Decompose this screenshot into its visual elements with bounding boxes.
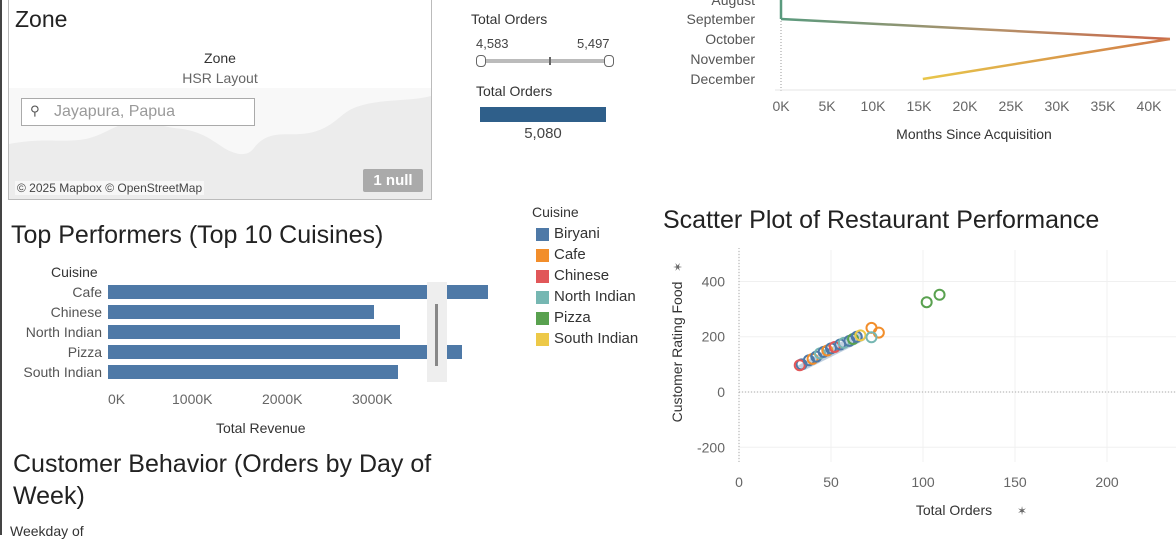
- scatter-point-south-indian[interactable]: [854, 329, 867, 342]
- months-row-label: December: [690, 71, 755, 87]
- bar-north-indian[interactable]: [108, 325, 400, 339]
- orders-measure-bar[interactable]: [480, 107, 606, 122]
- months-row-label: October: [705, 31, 755, 47]
- customer-behavior-title-line2: Week): [13, 482, 85, 510]
- months-row-label: August: [711, 0, 755, 8]
- orders-filter-max: 5,497: [577, 36, 610, 51]
- bar-category-label: Cafe: [72, 284, 102, 300]
- map-search-input[interactable]: [52, 101, 252, 123]
- legend-label: North Indian: [554, 288, 636, 305]
- months-x-tick-label: 35K: [1091, 98, 1117, 114]
- bar-x-tick-label: 1000K: [172, 391, 213, 407]
- scatter-x-axis-label: Total Orders: [916, 502, 992, 518]
- weekday-dimension-label: Weekday of: [10, 523, 84, 539]
- zone-map-panel: Zone Zone HSR Layout ⚲ © 2025 Mapbox © O…: [8, 0, 432, 200]
- legend-swatch: [536, 291, 549, 304]
- months-x-tick-label: 0K: [772, 98, 790, 114]
- orders-filter-min: 4,583: [476, 36, 509, 51]
- scatter-x-tick-label: 50: [823, 474, 839, 490]
- legend-swatch: [536, 333, 549, 346]
- legend-swatch: [536, 312, 549, 325]
- scatter-point-pizza[interactable]: [920, 296, 933, 309]
- months-x-tick-label: 40K: [1137, 98, 1163, 114]
- scatter-x-tick-label: 100: [911, 474, 935, 490]
- orders-slider-min-handle[interactable]: [476, 55, 486, 67]
- legend-label: Chinese: [554, 267, 610, 284]
- scatter-x-tick-label: 0: [735, 474, 743, 490]
- scatter-y-tick-label: 400: [702, 273, 726, 289]
- zone-tooltip-value: HSR Layout: [182, 70, 258, 86]
- bar-x-axis-label: Total Revenue: [216, 420, 306, 436]
- legend-label: South Indian: [554, 330, 639, 347]
- orders-slider-marker: [549, 57, 551, 65]
- scatter-point-pizza[interactable]: [933, 288, 946, 301]
- legend-label: Biryani: [554, 225, 600, 242]
- months-x-axis-label: Months Since Acquisition: [896, 126, 1052, 142]
- legend-label: Cafe: [554, 246, 586, 263]
- orders-filter-title: Total Orders: [471, 11, 548, 27]
- scatter-y-tick-label: -200: [697, 439, 725, 455]
- bar-x-tick-label: 3000K: [352, 391, 393, 407]
- pin-icon[interactable]: ✶: [671, 262, 685, 272]
- orders-measure-value: 5,080: [524, 125, 562, 142]
- months-line-segment[interactable]: [922, 37, 1171, 81]
- scatter-y-axis-label: Customer Rating Food: [669, 282, 685, 423]
- legend-swatch: [536, 270, 549, 283]
- bar-chinese[interactable]: [108, 305, 375, 319]
- bar-pizza[interactable]: [108, 345, 463, 359]
- bar-south-indian[interactable]: [108, 365, 399, 379]
- months-x-tick-label: 30K: [1045, 98, 1071, 114]
- map-search-box[interactable]: ⚲: [21, 98, 255, 126]
- bar-category-label: North Indian: [25, 324, 102, 340]
- orders-range-slider-track[interactable]: [480, 59, 610, 63]
- search-icon[interactable]: ⚲: [30, 103, 40, 118]
- bar-cafe[interactable]: [108, 285, 488, 299]
- months-x-tick-label: 25K: [999, 98, 1025, 114]
- bar-category-label: Chinese: [50, 304, 102, 320]
- top-performers-title: Top Performers (Top 10 Cuisines): [11, 221, 384, 249]
- scatter-y-tick-label: 0: [717, 384, 725, 400]
- legend-title: Cuisine: [532, 204, 579, 220]
- months-line-segment[interactable]: [780, 17, 1170, 41]
- scatter-x-tick-label: 200: [1095, 474, 1119, 490]
- bar-dimension-label: Cuisine: [51, 264, 98, 280]
- scatter-x-tick-label: 150: [1003, 474, 1027, 490]
- zone-tooltip-label: Zone: [204, 50, 236, 66]
- months-row-label: September: [687, 11, 756, 27]
- scatter-y-tick-label: 200: [702, 329, 726, 345]
- restaurant-performance-scatter: 400 200 0 -200 0 50 100 150 200 Total Orders ✶ Cust…: [669, 248, 1176, 518]
- bar-chart-scrollbar-thumb[interactable]: [435, 304, 438, 366]
- bar-category-label: Pizza: [67, 344, 102, 360]
- left-divider: [0, 0, 2, 535]
- months-since-acquisition-chart: August September October November December 0K…: [687, 0, 1176, 142]
- map-attribution[interactable]: © 2025 Mapbox © OpenStreetMap: [15, 181, 205, 195]
- bar-x-tick-label: 0K: [108, 391, 126, 407]
- legend-swatch: [536, 228, 549, 241]
- customer-behavior-title-line1: Customer Behavior (Orders by Day of: [13, 450, 432, 478]
- bar-category-label: South Indian: [23, 364, 102, 380]
- bar-x-tick-label: 2000K: [262, 391, 303, 407]
- months-x-tick-label: 10K: [861, 98, 887, 114]
- orders-slider-max-handle[interactable]: [604, 55, 614, 67]
- legend-swatch: [536, 249, 549, 262]
- scatter-title: Scatter Plot of Restaurant Performance: [663, 206, 1100, 234]
- months-x-tick-label: 5K: [818, 98, 836, 114]
- null-indicator-badge[interactable]: 1 null: [363, 169, 423, 192]
- legend-label: Pizza: [554, 309, 591, 326]
- months-row-label: November: [690, 51, 755, 67]
- months-x-tick-label: 20K: [953, 98, 979, 114]
- scatter-point-chinese[interactable]: [793, 359, 806, 372]
- pin-icon[interactable]: ✶: [1017, 504, 1027, 518]
- orders-measure-title: Total Orders: [476, 83, 553, 99]
- zone-title: Zone: [15, 6, 68, 32]
- months-x-tick-label: 15K: [907, 98, 933, 114]
- scatter-point-north-indian[interactable]: [865, 331, 878, 344]
